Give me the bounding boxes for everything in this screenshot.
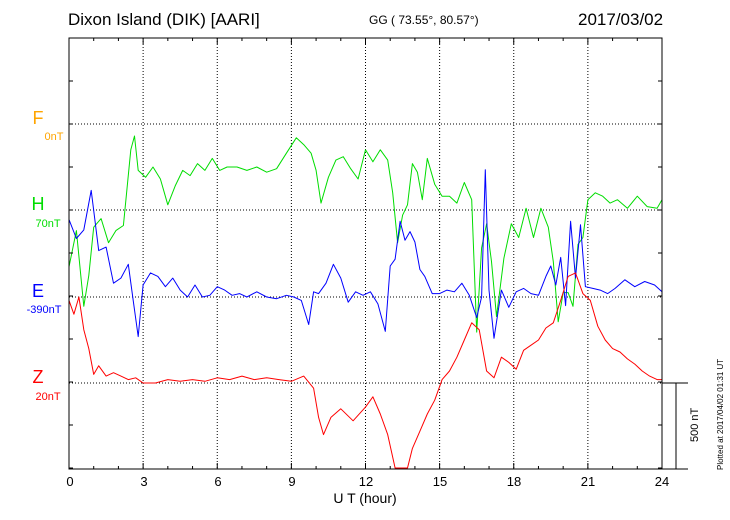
component-label-H: H (31, 194, 45, 214)
geographic-coords: GG ( 73.55°, 80.57°) (369, 13, 479, 27)
data-traces (68, 135, 663, 469)
station-title: Dixon Island (DIK) [AARI] (68, 10, 260, 29)
plot-date: 2017/03/02 (578, 10, 664, 29)
plot-axes (68, 37, 688, 470)
x-tick-label: 3 (140, 474, 148, 489)
x-tick-label: 0 (66, 474, 74, 489)
component-label-E: E (31, 281, 45, 301)
component-baseline-E: -390nT (26, 304, 62, 316)
component-label-F: F (32, 108, 44, 128)
trace-E (68, 169, 663, 339)
component-baseline-Z: 20nT (35, 391, 61, 403)
component-label-Z: Z (32, 367, 44, 387)
plotted-timestamp: Plotted at 2017/04/02 01:31 UT (716, 358, 725, 470)
x-tick-label: 6 (214, 474, 222, 489)
x-axis-label: U T (hour) (333, 490, 397, 506)
x-tick-label: 15 (432, 474, 448, 489)
scale-bar-label: 500 nT (689, 407, 701, 442)
component-baseline-H: 70nT (35, 218, 61, 230)
x-tick-label: 18 (506, 474, 522, 489)
x-tick-label: 12 (358, 474, 374, 489)
x-tick-label: 9 (288, 474, 296, 489)
x-tick-label: 21 (580, 474, 596, 489)
trace-H (68, 135, 663, 333)
trace-Z (68, 272, 662, 469)
component-baseline-F: 0nT (44, 131, 64, 143)
x-tick-label: 24 (654, 474, 670, 489)
